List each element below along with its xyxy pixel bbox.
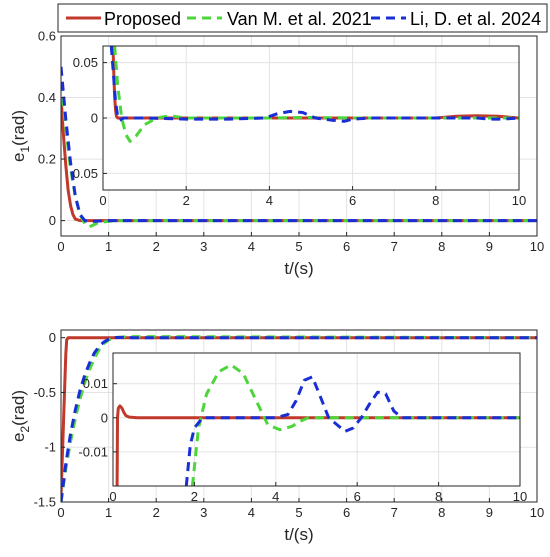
plot-area <box>113 353 520 486</box>
axes-box <box>112 352 521 487</box>
x-tick-label: 9 <box>486 239 493 254</box>
x-tick-label: 4 <box>266 193 273 208</box>
y-tick-label: -1.5 <box>34 495 56 510</box>
x-tick-label: 2 <box>183 193 190 208</box>
x-axis-label: t/(s) <box>284 525 313 544</box>
series-line-0 <box>61 97 537 223</box>
x-tick-label: 0 <box>99 193 106 208</box>
x-tick-label: 2 <box>153 239 160 254</box>
y-tick-label: 0 <box>91 111 98 126</box>
x-tick-label: 8 <box>435 489 442 504</box>
y-tick-label: 0.2 <box>38 152 56 167</box>
x-tick-label: 5 <box>295 505 302 520</box>
series-line-0 <box>115 404 520 486</box>
x-tick-label: 3 <box>200 239 207 254</box>
x-tick-label: 6 <box>343 239 350 254</box>
x-tick-label: 3 <box>200 505 207 520</box>
x-tick-label: 8 <box>438 239 445 254</box>
x-tick-label: 10 <box>530 505 544 520</box>
x-tick-label: 10 <box>513 489 527 504</box>
chart-e2-inset: 0 2 4 6 8 10 -0.01 0 0.01 <box>78 352 527 504</box>
x-tick-label: 1 <box>105 505 112 520</box>
x-axis-label: t/(s) <box>284 259 313 278</box>
y-tick-label: 0 <box>49 213 56 228</box>
series-line-2 <box>61 66 537 223</box>
x-tick-label: 10 <box>512 193 526 208</box>
y-axis-label: e1(rad) <box>9 110 32 162</box>
x-tick-label: 2 <box>191 489 198 504</box>
legend-label-li: Li, D. et al. 2024 <box>410 9 541 29</box>
series-line-2 <box>184 375 520 486</box>
legend-box <box>57 3 548 33</box>
y-tick-label: 0 <box>101 410 108 425</box>
legend-label-proposed: Proposed <box>104 9 181 29</box>
x-tick-label: 4 <box>248 239 255 254</box>
y-tick-label: 0.05 <box>73 166 98 181</box>
x-tick-label: 8 <box>432 193 439 208</box>
x-tick-label: 4 <box>248 505 255 520</box>
y-tick-label: 0.4 <box>38 90 56 105</box>
series-line-1 <box>113 46 519 143</box>
x-tick-label: 0 <box>57 239 64 254</box>
legend: Proposed Van M. et al. 2021 Li, D. et al… <box>57 3 548 33</box>
y-tick-label: 0 <box>49 330 56 345</box>
y-tick-label: -0.5 <box>34 385 56 400</box>
x-tick-label: 5 <box>295 239 302 254</box>
y-tick-label: 0.01 <box>83 376 108 391</box>
x-tick-label: 2 <box>153 505 160 520</box>
x-tick-label: 8 <box>438 505 445 520</box>
x-tick-label: 4 <box>272 489 279 504</box>
x-tick-label: 0 <box>109 489 116 504</box>
y-tick-label: 0.05 <box>73 55 98 70</box>
series-line-2 <box>61 335 537 502</box>
y-axis-label: e2(rad) <box>9 390 32 442</box>
x-tick-label: 10 <box>530 239 544 254</box>
x-tick-label: 7 <box>391 505 398 520</box>
x-tick-label: 6 <box>349 193 356 208</box>
x-tick-label: 0 <box>57 505 64 520</box>
y-tick-label: -1 <box>44 440 56 455</box>
x-tick-label: 9 <box>486 505 493 520</box>
x-tick-label: 6 <box>354 489 361 504</box>
x-tick-label: 7 <box>391 239 398 254</box>
y-tick-label: -0.01 <box>78 444 108 459</box>
legend-label-van: Van M. et al. 2021 <box>227 9 372 29</box>
y-tick-label: 0.6 <box>38 29 56 44</box>
x-tick-label: 1 <box>105 239 112 254</box>
x-tick-label: 6 <box>343 505 350 520</box>
